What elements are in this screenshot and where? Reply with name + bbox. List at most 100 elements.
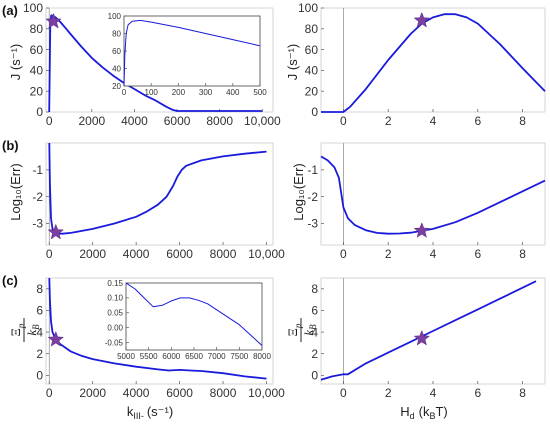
inset-frame <box>123 15 261 87</box>
svg-text:kB: kB <box>24 324 41 336</box>
y-label-c-right: Ξp kB <box>285 318 318 342</box>
y-tick-label: 4 <box>311 325 318 339</box>
chart-a-inset: 0 100 200 300 400 500 20 40 60 80 100 <box>108 12 268 97</box>
y-tick-label: 2 <box>311 347 318 361</box>
x-tick-label: 4000 <box>123 386 150 400</box>
plot-frame <box>320 7 546 113</box>
x-tick-label: 8000 <box>206 114 233 128</box>
x-tick-label: 6 <box>474 247 481 261</box>
svg-text:kB: kB <box>301 324 318 336</box>
y-tick-label: -1 <box>307 163 318 177</box>
y-tick-label: 20 <box>30 84 44 98</box>
x-tick-label: 2000 <box>78 114 105 128</box>
y-tick-label: 4 <box>36 325 43 339</box>
y-tick-label: 0.10 <box>107 294 123 303</box>
y-tick-label: 100 <box>108 12 122 21</box>
y-tick-label: -2 <box>307 190 318 204</box>
y-tick-label: -3 <box>32 217 43 231</box>
x-tick-label: 200 <box>172 88 186 97</box>
series-line <box>48 277 267 380</box>
x-tick-label: 500 <box>253 88 267 97</box>
x-tick-label: 2 <box>385 114 392 128</box>
plot-frame <box>45 7 274 113</box>
series-line <box>123 19 261 87</box>
chart-c-inset: 5000 5500 6000 6500 7000 7500 8000 -0.05 0.00 0.0… <box>105 279 272 361</box>
optimum-star-marker <box>47 223 65 240</box>
x-tick-label: 8 <box>519 386 526 400</box>
x-tick-label: 0 <box>46 386 53 400</box>
y-tick-label: 80 <box>30 22 44 36</box>
x-tick-label: 0 <box>46 114 53 128</box>
x-tick-label: 8000 <box>253 352 271 361</box>
x-tick-label: 4 <box>430 247 437 261</box>
plot-frame <box>45 277 274 385</box>
x-tick-label: 6000 <box>162 352 180 361</box>
y-tick-label: 0 <box>311 105 318 119</box>
y-tick-label: 6 <box>311 304 318 318</box>
optimum-star-marker <box>413 329 431 346</box>
y-tick-label: 8 <box>36 282 43 296</box>
x-tick-label: 2000 <box>79 386 106 400</box>
chart-b-left: 0 2000 4000 6000 8000 10,000 -3 -2 -1 <box>32 142 285 261</box>
x-tick-label: 10,000 <box>248 247 285 261</box>
x-tick-label: 6000 <box>166 386 193 400</box>
x-tick-label: 300 <box>199 88 213 97</box>
x-tick-label: 6000 <box>166 247 193 261</box>
y-tick-label: 60 <box>30 43 44 57</box>
x-tick-label: 0 <box>46 247 53 261</box>
y-label-c-left: Ξp kB <box>8 318 41 342</box>
x-tick-label: 6 <box>474 114 481 128</box>
panel-label-a: (a) <box>2 3 18 18</box>
y-tick-label: 40 <box>112 64 121 73</box>
chart-b-right: 0 2 4 6 8 -3 -2 -1 <box>307 142 546 261</box>
inset-frame <box>125 282 263 351</box>
optimum-star-marker <box>413 222 431 238</box>
x-tick-label: 0 <box>340 247 347 261</box>
panel-label-c: (c) <box>2 273 18 288</box>
x-tick-label: 2000 <box>79 247 106 261</box>
svg-text:Ξp: Ξp <box>285 323 303 336</box>
series-line <box>320 155 546 235</box>
plot-frame <box>45 142 274 246</box>
series-line <box>125 282 263 346</box>
y-tick-label: 40 <box>305 64 319 78</box>
series-line <box>320 280 537 381</box>
x-tick-label: 7500 <box>230 352 248 361</box>
x-tick-label: 4 <box>430 386 437 400</box>
x-tick-label: 0 <box>340 386 347 400</box>
y-tick-label: 40 <box>30 64 44 78</box>
y-tick-label: 0.00 <box>107 323 123 332</box>
x-tick-label: 4 <box>430 114 437 128</box>
optimum-star-marker <box>47 331 65 347</box>
x-tick-label: 8000 <box>210 386 237 400</box>
svg-text:Ξp: Ξp <box>8 323 26 336</box>
y-tick-label: 100 <box>298 1 318 15</box>
y-tick-label: 8 <box>311 282 318 296</box>
x-tick-label: 400 <box>226 88 240 97</box>
y-tick-label: 2 <box>36 347 43 361</box>
x-label-left: kIII- (s⁻¹) <box>127 404 173 421</box>
y-tick-label: 20 <box>112 82 121 91</box>
panel-label-b: (b) <box>2 138 19 153</box>
y-label-a-left: J (s⁻¹) <box>8 44 23 80</box>
x-tick-label: 5000 <box>117 352 135 361</box>
y-tick-label: 0 <box>36 105 43 119</box>
optimum-star-marker <box>45 12 62 29</box>
x-tick-label: 5500 <box>140 352 158 361</box>
x-tick-label: 4000 <box>121 114 148 128</box>
y-tick-label: 60 <box>305 43 319 57</box>
y-tick-label: 0 <box>311 369 318 383</box>
x-tick-label: 10,000 <box>248 386 285 400</box>
y-tick-label: 80 <box>112 29 121 38</box>
y-label-a-right: J (s⁻¹) <box>285 44 300 80</box>
chart-c-right: 0 2 4 6 8 0 2 4 6 8 <box>311 277 546 400</box>
x-label-right: Hd (kBT) <box>400 404 448 421</box>
optimum-star-marker <box>413 11 431 28</box>
x-tick-label: 7000 <box>208 352 226 361</box>
y-tick-label: -3 <box>307 217 318 231</box>
x-tick-label: 100 <box>145 88 159 97</box>
x-tick-label: 0 <box>122 88 127 97</box>
x-tick-label: 6500 <box>185 352 203 361</box>
